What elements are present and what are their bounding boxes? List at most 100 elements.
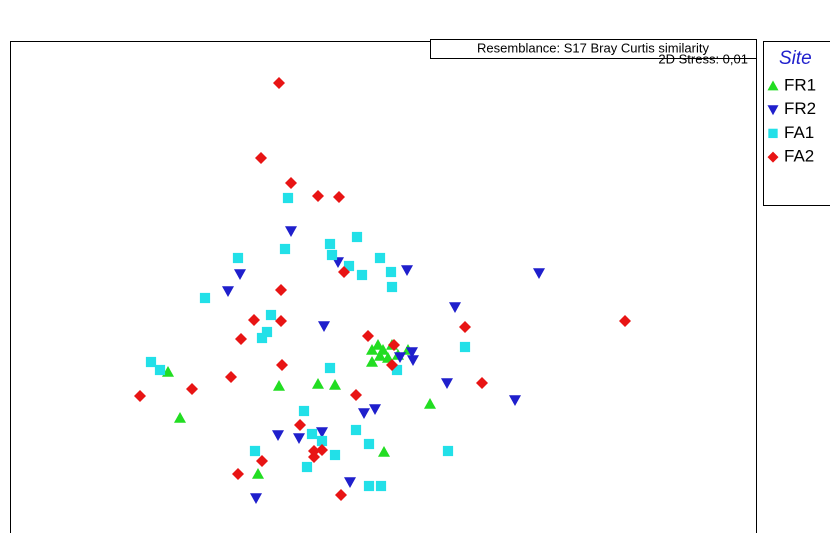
point <box>375 480 387 492</box>
point <box>154 364 166 376</box>
point <box>134 390 146 402</box>
point <box>301 461 313 473</box>
point <box>275 315 287 327</box>
point <box>316 427 328 438</box>
point <box>326 249 338 261</box>
chart-title: Resemblance: S17 Bray Curtis similarity <box>477 40 709 55</box>
point <box>449 302 461 313</box>
point <box>358 408 370 419</box>
point <box>308 451 320 463</box>
point <box>509 395 521 406</box>
point <box>279 243 291 255</box>
point <box>333 191 345 203</box>
point <box>401 265 413 276</box>
point <box>344 477 356 488</box>
point <box>250 493 262 504</box>
point <box>234 269 246 280</box>
legend-label: FA1 <box>784 123 814 142</box>
point <box>316 444 328 456</box>
point <box>273 380 285 391</box>
legend-marker <box>768 128 778 139</box>
point <box>285 226 297 237</box>
plot-frame <box>10 41 757 533</box>
point <box>294 419 306 431</box>
point <box>369 404 381 415</box>
point <box>350 424 362 436</box>
point <box>225 371 237 383</box>
point <box>329 379 341 390</box>
point <box>619 315 631 327</box>
point <box>459 341 471 353</box>
point <box>265 309 277 321</box>
point <box>232 468 244 480</box>
point <box>442 445 454 457</box>
point <box>351 231 363 243</box>
point <box>533 268 545 279</box>
point <box>394 352 406 363</box>
point <box>324 362 336 374</box>
point <box>363 480 375 492</box>
point <box>275 284 287 296</box>
title-box <box>430 39 757 59</box>
point <box>306 428 318 440</box>
stress-annotation: 2D Stress: 0,01 <box>658 51 748 66</box>
point <box>285 177 297 189</box>
point <box>298 405 310 417</box>
point <box>366 344 378 355</box>
point <box>476 377 488 389</box>
point <box>407 355 419 366</box>
legend-title: Site <box>779 48 812 69</box>
point <box>406 347 418 358</box>
point <box>255 152 267 164</box>
point <box>256 455 268 467</box>
point <box>199 292 211 304</box>
point <box>324 238 336 250</box>
point <box>186 383 198 395</box>
point <box>459 321 471 333</box>
point <box>318 321 330 332</box>
point <box>366 356 378 367</box>
legend-marker <box>767 105 779 116</box>
point <box>276 359 288 371</box>
point <box>272 430 284 441</box>
point <box>374 350 386 361</box>
point <box>316 435 328 447</box>
point <box>329 449 341 461</box>
point <box>273 77 285 89</box>
point <box>386 359 398 371</box>
point <box>232 252 244 264</box>
point <box>174 412 186 423</box>
legend-marker <box>767 151 779 163</box>
legend-box <box>763 41 830 206</box>
point <box>248 314 260 326</box>
point <box>441 378 453 389</box>
point <box>293 433 305 444</box>
legend-label: FA2 <box>784 147 814 166</box>
point <box>145 356 157 368</box>
point <box>378 446 390 457</box>
point <box>282 192 294 204</box>
legend-label: FR1 <box>784 75 816 94</box>
point <box>256 332 268 344</box>
point <box>386 281 398 293</box>
point <box>350 389 362 401</box>
point <box>372 339 384 350</box>
point <box>222 286 234 297</box>
point <box>252 468 264 479</box>
point <box>338 266 350 278</box>
legend-label: FR2 <box>784 99 816 118</box>
point <box>356 269 368 281</box>
point <box>249 445 261 457</box>
point <box>312 378 324 389</box>
point <box>312 190 324 202</box>
point <box>335 489 347 501</box>
point <box>388 339 400 351</box>
point <box>362 330 374 342</box>
point <box>424 398 436 409</box>
point <box>374 252 386 264</box>
point <box>235 333 247 345</box>
point <box>385 266 397 278</box>
point <box>363 438 375 450</box>
legend-marker <box>767 80 779 91</box>
